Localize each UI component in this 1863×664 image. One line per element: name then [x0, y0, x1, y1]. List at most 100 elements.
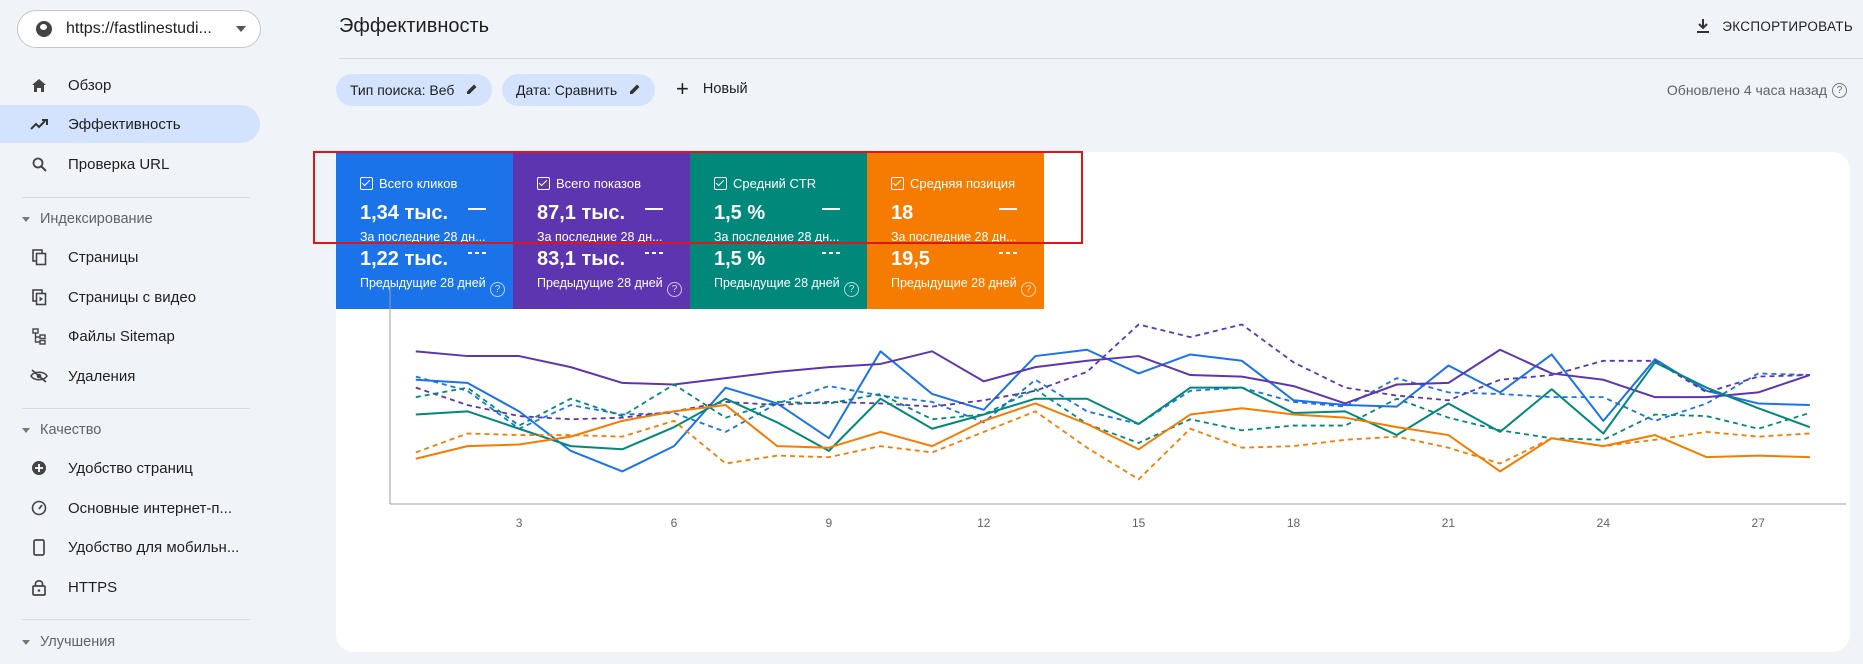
series-line-3: [415, 323, 1810, 421]
metric-label-text: Всего кликов: [379, 176, 458, 191]
plus-icon: +: [676, 76, 689, 101]
sidebar-item-label: HTTPS: [68, 578, 118, 596]
help-icon[interactable]: ?: [490, 282, 505, 297]
sidebar-item-mobile-usability[interactable]: Удобство для мобильн...: [0, 528, 260, 566]
section-label: Улучшения: [40, 634, 116, 650]
section-quality[interactable]: Качество: [22, 422, 101, 438]
solid-line-legend-icon: [468, 208, 486, 210]
series-line-2: [415, 348, 1811, 405]
sitemap-icon: [28, 326, 50, 346]
sidebar-item-url-inspection[interactable]: Проверка URL: [0, 145, 260, 183]
x-tick-label: 27: [1752, 516, 1766, 530]
divider: [22, 197, 250, 198]
metric-ctr[interactable]: Средний CTR 1,5 % За последние 28 дн... 1,5…: [690, 152, 867, 309]
visibility-off-icon: [28, 366, 50, 386]
section-enhancements[interactable]: Улучшения: [22, 634, 115, 650]
speed-gauge-icon: [28, 498, 50, 518]
checkbox-checked-icon[interactable]: [714, 177, 727, 190]
sidebar-item-video-pages[interactable]: Страницы с видео: [0, 278, 260, 316]
help-icon[interactable]: ?: [844, 282, 859, 297]
metric-label[interactable]: Всего показов: [537, 176, 641, 191]
highlight-annotation-box: [313, 151, 1083, 244]
divider: [22, 619, 250, 620]
metric-label-text: Средний CTR: [733, 176, 817, 191]
property-url: https://fastlinestudi...: [66, 20, 212, 37]
performance-chart: 3 6 9 12 15 18 21 24 27: [389, 287, 1846, 530]
checkbox-checked-icon[interactable]: [537, 177, 550, 190]
solid-line-legend-icon: [822, 208, 840, 210]
help-icon[interactable]: ?: [1021, 282, 1036, 297]
dashed-line-legend-icon: [822, 252, 840, 254]
search-icon: [28, 154, 50, 174]
sidebar-item-pages[interactable]: Страницы: [0, 238, 260, 276]
sidebar-item-https[interactable]: HTTPS: [0, 568, 260, 606]
sidebar-item-label: Основные интернет-п...: [68, 499, 233, 517]
section-indexing[interactable]: Индексирование: [22, 211, 153, 227]
metric-previous-period: Предыдущие 28 дней: [891, 276, 1017, 290]
dashed-line-legend-icon: [999, 252, 1017, 254]
edit-pencil-icon: [629, 83, 641, 98]
x-tick-label: 9: [826, 516, 833, 530]
new-filter-button[interactable]: + Новый: [676, 78, 748, 100]
series-line-5: [415, 383, 1811, 444]
x-tick-label: 15: [1132, 516, 1146, 530]
sidebar-item-page-experience[interactable]: Удобство страниц: [0, 449, 260, 487]
metric-current-value: 1,5 %: [714, 202, 766, 224]
sidebar-item-removals[interactable]: Удаления: [0, 357, 260, 395]
help-icon[interactable]: ?: [667, 282, 682, 297]
metric-current-value: 1,34 тыс.: [360, 202, 449, 224]
collapse-triangle-icon: [22, 216, 30, 222]
sidebar-item-label: Эффективность: [68, 115, 181, 133]
new-filter-label: Новый: [702, 81, 748, 97]
series-line-7: [415, 410, 1810, 481]
sidebar-item-label: Страницы с видео: [68, 288, 197, 306]
sidebar-item-overview[interactable]: Обзор: [0, 66, 260, 104]
chip-label: Тип поиска: Веб: [350, 82, 455, 98]
sidebar: https://fastlinestudi... Обзор Эффективн…: [0, 0, 272, 664]
solid-line-legend-icon: [645, 208, 663, 210]
metric-position[interactable]: Средняя позиция 18 За последние 28 дн... 19…: [867, 152, 1044, 309]
sidebar-item-label: Обзор: [68, 76, 112, 94]
download-icon: [1696, 18, 1710, 34]
section-label: Индексирование: [40, 211, 153, 227]
sidebar-item-performance[interactable]: Эффективность: [0, 105, 260, 143]
metric-previous-period: Предыдущие 28 дней: [714, 276, 840, 290]
smartphone-icon: [28, 537, 50, 557]
export-label: ЭКСПОРТИРОВАТЬ: [1722, 18, 1853, 34]
metric-previous-value: 83,1 тыс.: [537, 248, 626, 270]
checkbox-checked-icon[interactable]: [891, 177, 904, 190]
metric-impressions[interactable]: Всего показов 87,1 тыс. За последние 28 дн…: [513, 152, 690, 309]
search-type-chip[interactable]: Тип поиска: Веб: [336, 74, 493, 106]
metric-label[interactable]: Всего кликов: [360, 176, 457, 191]
metric-label[interactable]: Средний CTR: [714, 176, 816, 191]
help-icon[interactable]: ?: [1832, 82, 1847, 98]
metric-current-value: 18: [891, 202, 914, 224]
sidebar-item-label: Проверка URL: [68, 155, 170, 173]
sidebar-item-core-web-vitals[interactable]: Основные интернет-п...: [0, 489, 260, 527]
sidebar-item-sitemaps[interactable]: Файлы Sitemap: [0, 317, 260, 355]
series-line-0: [415, 348, 1810, 473]
series-line-6: [415, 402, 1810, 473]
last-updated-text: Обновлено 4 часа назад: [1666, 82, 1827, 98]
video-pages-icon: [28, 287, 50, 307]
x-tick-label: 18: [1287, 516, 1301, 530]
metric-clicks[interactable]: Всего кликов 1,34 тыс. За последние 28 дн.…: [336, 152, 513, 309]
divider: [22, 408, 250, 409]
property-selector[interactable]: https://fastlinestudi...: [17, 10, 261, 48]
chevron-down-icon: [236, 26, 246, 32]
export-button[interactable]: ЭКСПОРТИРОВАТЬ: [1696, 18, 1853, 34]
x-tick-label: 6: [671, 516, 678, 530]
checkbox-checked-icon[interactable]: [360, 177, 373, 190]
sidebar-item-label: Удобство для мобильн...: [68, 538, 240, 556]
metric-previous-period: Предыдущие 28 дней: [537, 276, 663, 290]
add-circle-icon: [28, 458, 50, 478]
metric-previous-value: 19,5: [891, 248, 930, 270]
metric-label-text: Всего показов: [556, 176, 641, 191]
sidebar-item-label: Страницы: [68, 248, 139, 266]
date-chip[interactable]: Дата: Сравнить: [502, 74, 656, 106]
pages-icon: [28, 247, 50, 267]
metric-label[interactable]: Средняя позиция: [891, 176, 1015, 191]
collapse-triangle-icon: [22, 639, 30, 645]
sidebar-item-label: Удаления: [68, 367, 136, 385]
globe-icon: [36, 21, 52, 37]
